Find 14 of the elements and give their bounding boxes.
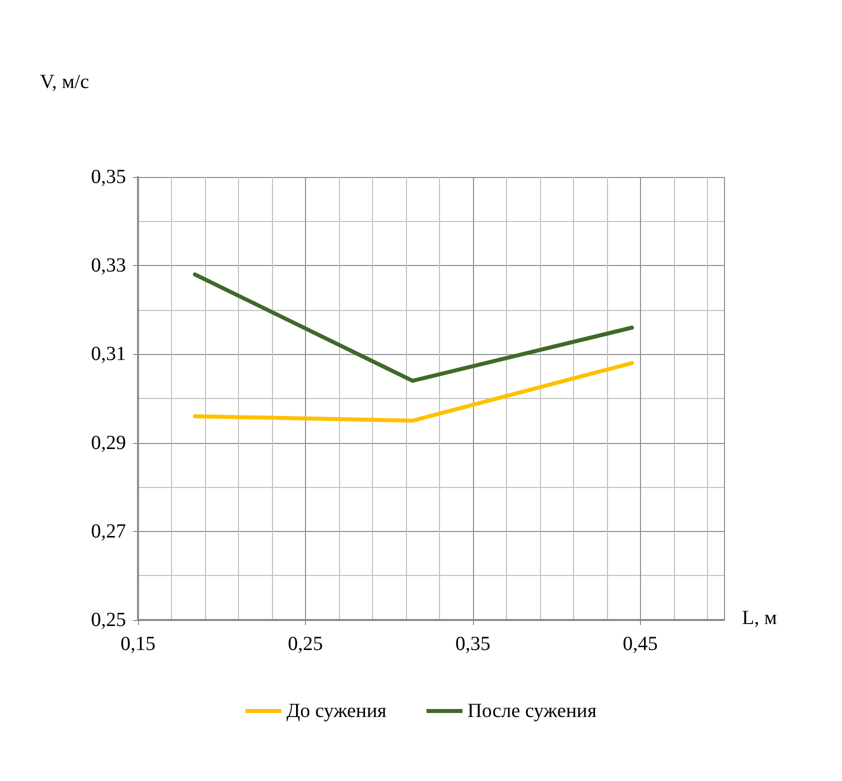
y-tick-label: 0,31	[91, 343, 126, 366]
x-axis-title: L, м	[742, 607, 778, 629]
x-tick-label: 0,45	[622, 633, 658, 655]
y-tick-label: 0,33	[91, 254, 126, 277]
legend-label: До сужения	[286, 700, 386, 722]
y-tick-label: 0,25	[91, 609, 126, 631]
x-tick-label: 0,15	[120, 633, 156, 655]
legend-label: После сужения	[467, 700, 597, 722]
y-tick-label: 0,29	[91, 432, 126, 454]
x-tick-label: 0,35	[455, 633, 490, 655]
y-axis-title: V, м/с	[40, 71, 90, 93]
x-tick-label: 0,25	[288, 633, 323, 655]
y-tick-label: 0,35	[91, 166, 126, 188]
y-tick-label: 0,27	[91, 520, 126, 542]
